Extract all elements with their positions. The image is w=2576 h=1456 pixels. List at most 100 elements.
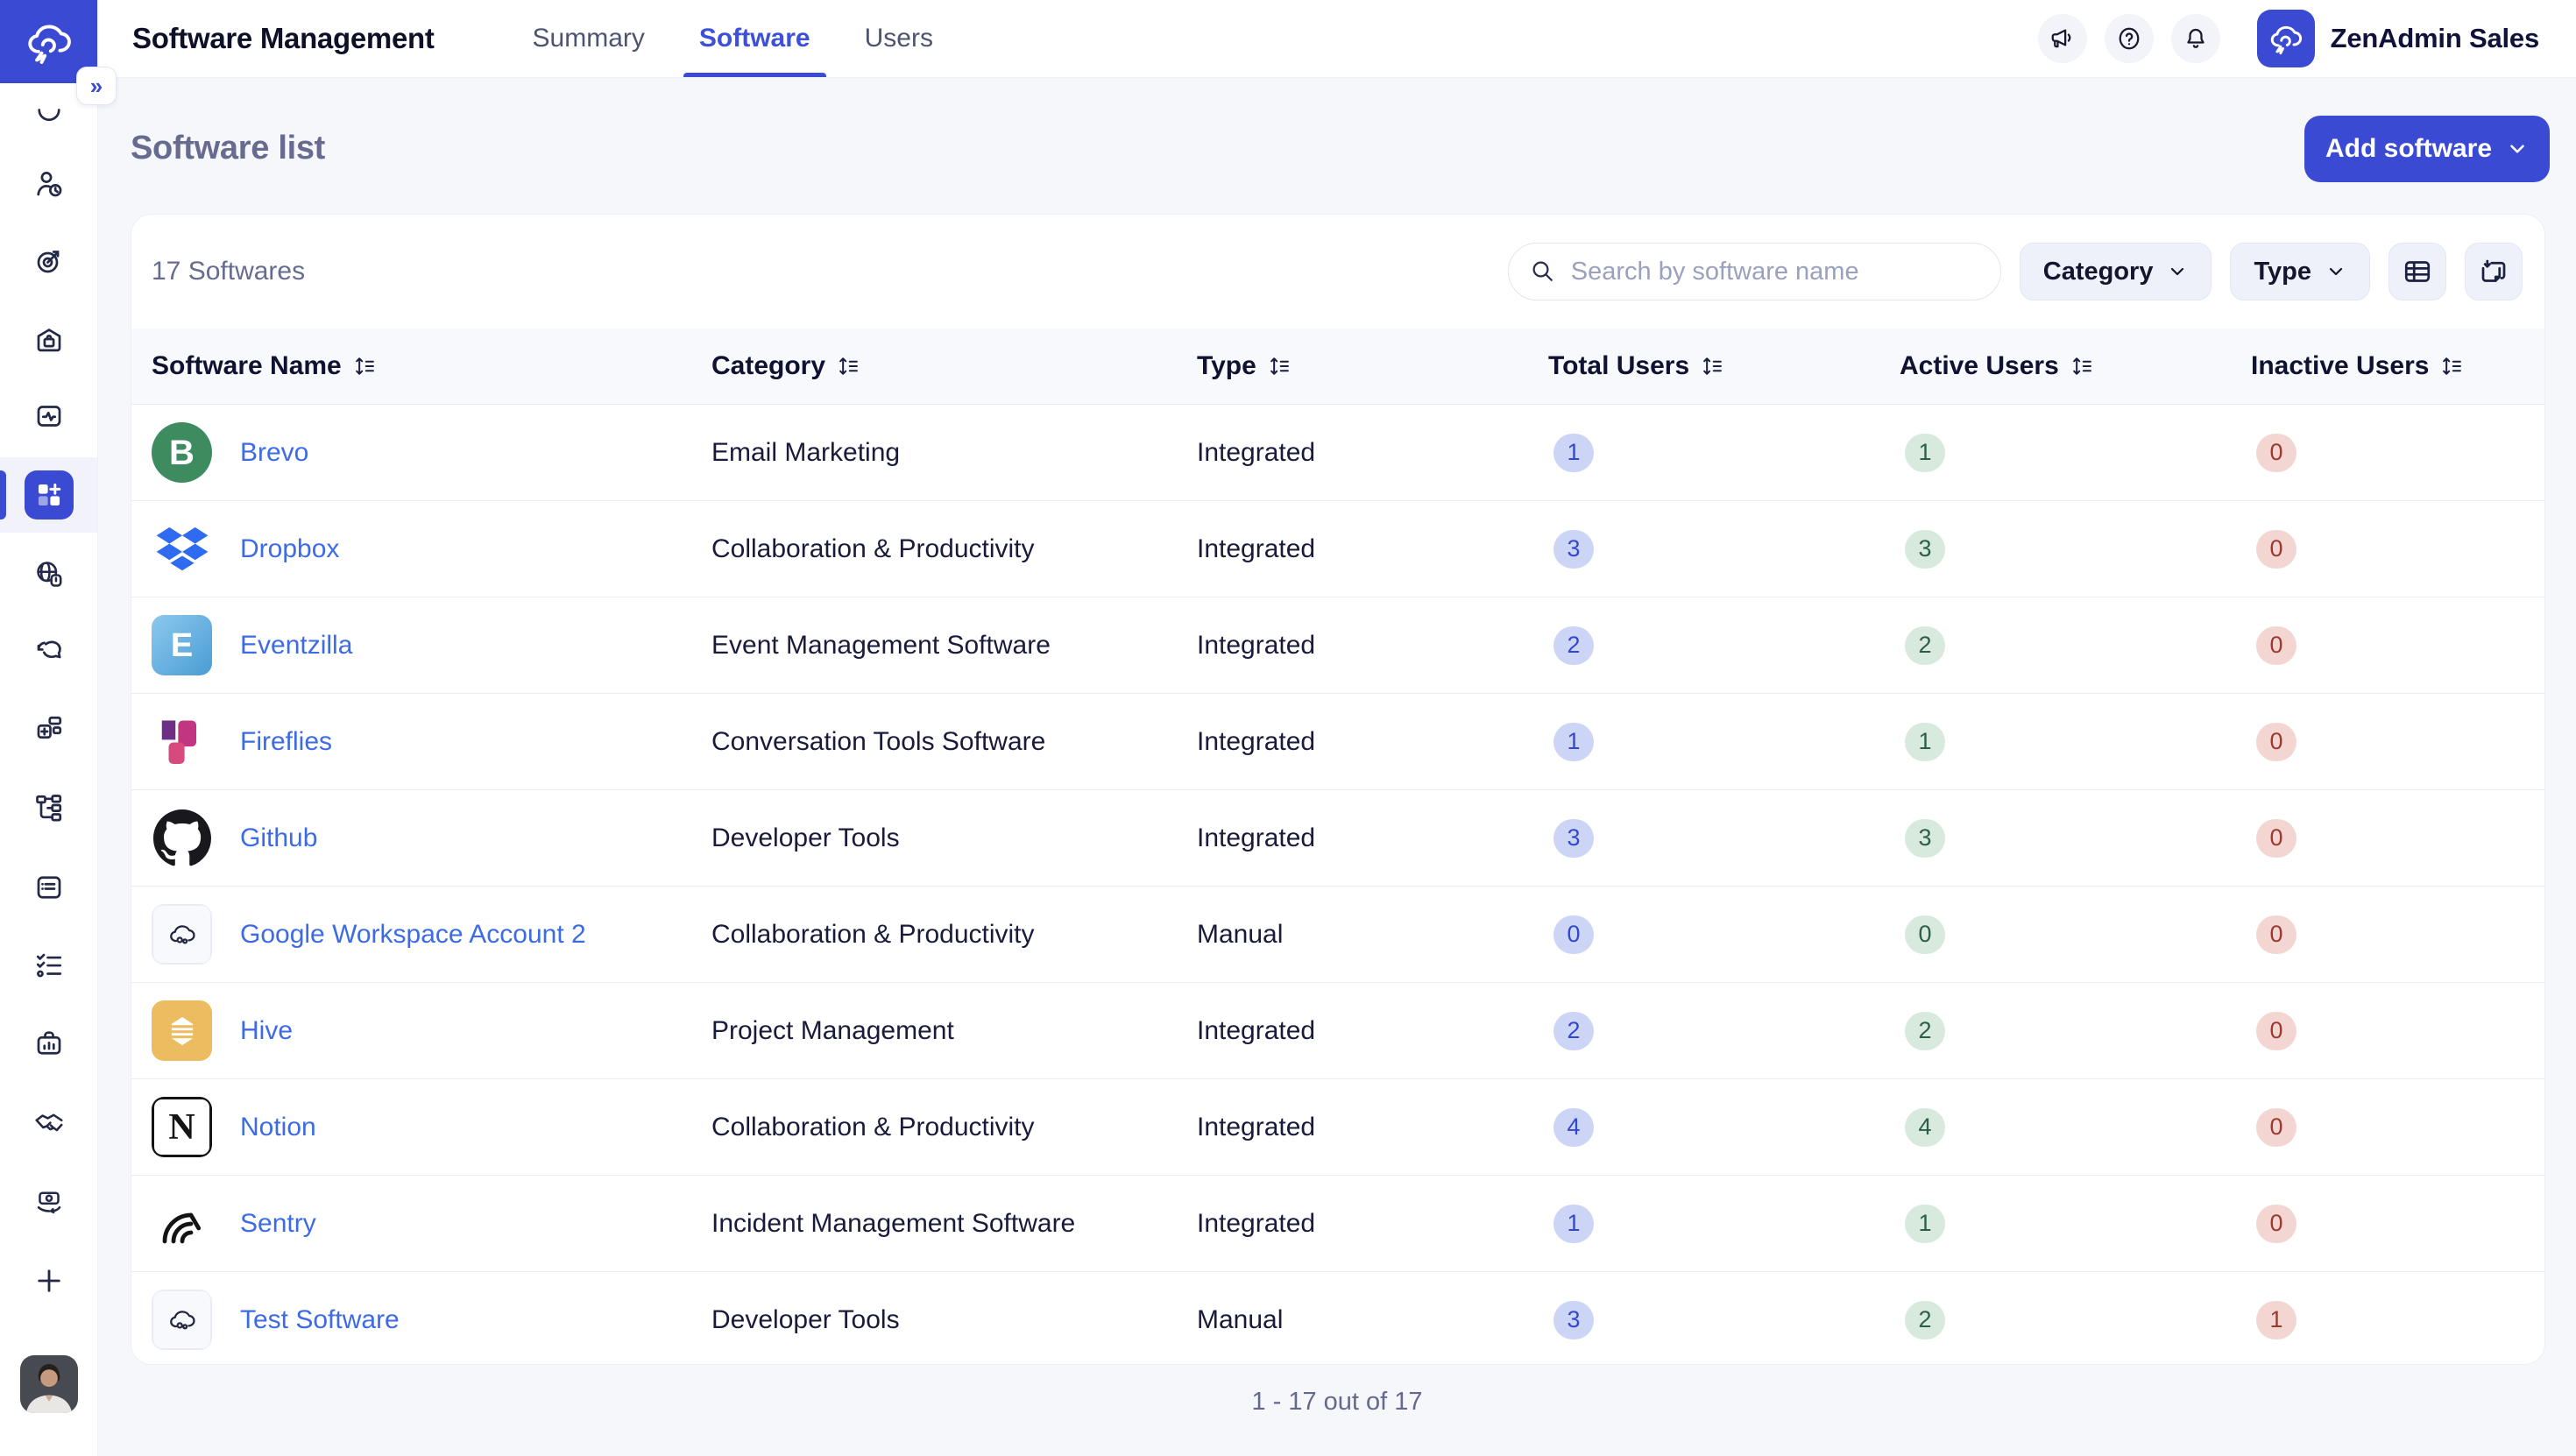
sort-icon (839, 357, 858, 375)
sidebar-expand-button[interactable]: » (76, 67, 117, 105)
sidebar-item-software-active[interactable] (0, 457, 97, 533)
software-name-cell: B Brevo (152, 422, 711, 483)
search-input[interactable] (1568, 256, 1979, 287)
type-filter-button[interactable]: Type (2230, 243, 2370, 300)
software-name-cell: Dropbox (152, 519, 711, 579)
sidebar-item-clock[interactable] (0, 81, 97, 137)
software-name-link[interactable]: Google Workspace Account 2 (240, 919, 586, 949)
sidebar-item-add[interactable] (0, 1253, 97, 1309)
software-name-link[interactable]: Brevo (240, 437, 309, 467)
sidebar-item-user-activity[interactable] (0, 156, 97, 212)
tab-users[interactable]: Users (865, 0, 933, 77)
column-label: Software Name (152, 351, 342, 380)
sort-icon (2443, 357, 2462, 375)
column-header-total-users[interactable]: Total Users (1548, 351, 1900, 381)
total-users-badge: 0 (1553, 915, 1594, 954)
table-row: Dropbox Collaboration & Productivity Int… (131, 501, 2544, 597)
checklist-icon (36, 953, 61, 978)
software-category: Developer Tools (711, 823, 900, 852)
inactive-users-badge: 0 (2256, 1011, 2296, 1050)
software-name-link[interactable]: Github (240, 823, 318, 852)
tab-bar: Summary Software Users (533, 0, 933, 77)
software-logo (152, 1290, 212, 1350)
software-category: Email Marketing (711, 437, 901, 467)
sidebar-item-company[interactable] (0, 311, 97, 367)
inactive-users-cell: 1 (2251, 1300, 2544, 1339)
table-view-button[interactable] (2388, 243, 2446, 300)
column-header-software-name[interactable]: Software Name (152, 351, 711, 381)
table-row: Fireflies Conversation Tools Software In… (131, 694, 2544, 790)
sidebar-item-conversations[interactable] (0, 624, 97, 680)
generic-software-icon (169, 924, 195, 944)
account-menu[interactable]: ZenAdmin Sales (2256, 10, 2539, 67)
software-name-link[interactable]: Dropbox (240, 534, 340, 563)
software-category: Conversation Tools Software (711, 726, 1046, 756)
active-users-cell: 1 (1900, 1204, 2251, 1243)
user-avatar[interactable] (20, 1355, 78, 1413)
sidebar-item-web-services[interactable] (0, 546, 97, 602)
software-type: Integrated (1197, 1112, 1316, 1141)
sidebar-item-org-chart[interactable] (0, 780, 97, 836)
help-button[interactable] (2104, 14, 2154, 63)
sentry-glyph (162, 1212, 201, 1243)
sidebar-item-briefcase[interactable] (0, 1015, 97, 1071)
active-users-cell: 3 (1900, 529, 2251, 569)
sidebar-item-goals[interactable] (0, 233, 97, 289)
import-export-button[interactable] (2465, 243, 2523, 300)
integrations-blocks-icon (37, 716, 61, 739)
total-users-cell: 1 (1548, 1204, 1900, 1243)
add-software-label: Add software (2325, 134, 2493, 163)
column-header-type[interactable]: Type (1197, 351, 1548, 381)
notifications-button[interactable] (2170, 14, 2220, 63)
software-type: Integrated (1197, 823, 1316, 852)
user-activity-icon (36, 172, 61, 197)
inactive-users-cell: 0 (2251, 818, 2544, 858)
software-name-cell: N Notion (152, 1097, 711, 1157)
toolbar-controls: Category Type (1507, 243, 2523, 300)
tab-software[interactable]: Software (683, 0, 826, 77)
column-header-category[interactable]: Category (711, 351, 1197, 381)
announcements-button[interactable] (2037, 14, 2087, 63)
column-label: Active Users (1900, 351, 2059, 380)
software-name-link[interactable]: Test Software (240, 1304, 400, 1334)
inactive-users-badge: 0 (2256, 915, 2296, 954)
tab-summary[interactable]: Summary (533, 0, 645, 77)
software-name-link[interactable]: Eventzilla (240, 630, 353, 660)
cloud-logo-icon (27, 25, 71, 64)
column-header-inactive-users[interactable]: Inactive Users (2251, 351, 2544, 381)
software-logo (152, 904, 212, 965)
table-row: B Brevo Email Marketing Integrated 1 1 0 (131, 405, 2544, 501)
top-right-cluster: ZenAdmin Sales (2037, 10, 2539, 67)
sidebar-item-checklist[interactable] (0, 937, 97, 993)
search-box[interactable] (1507, 243, 2001, 300)
sidebar-item-partnerships[interactable] (0, 1094, 97, 1150)
total-users-badge: 2 (1553, 1011, 1594, 1050)
total-users-badge: 4 (1553, 1107, 1594, 1147)
total-users-badge: 2 (1553, 626, 1594, 665)
sidebar-item-integrations[interactable] (0, 701, 97, 757)
software-name-link[interactable]: Fireflies (240, 726, 333, 756)
sidebar-item-notes[interactable] (0, 859, 97, 915)
active-users-badge: 3 (1905, 529, 1945, 569)
sidebar-item-payments[interactable] (0, 1172, 97, 1228)
table-body: B Brevo Email Marketing Integrated 1 1 0… (131, 405, 2544, 1364)
chevron-down-icon (2510, 145, 2524, 153)
help-icon (2119, 27, 2139, 50)
sidebar-item-assets[interactable] (0, 388, 97, 444)
active-indicator-bar (0, 470, 6, 519)
zenadmin-logo[interactable] (0, 0, 97, 83)
inactive-users-cell: 0 (2251, 529, 2544, 569)
export-import-icon (2481, 259, 2506, 282)
total-users-badge: 3 (1553, 529, 1594, 569)
org-chart-icon (35, 795, 61, 822)
column-header-active-users[interactable]: Active Users (1900, 351, 2251, 381)
software-logo (152, 808, 212, 868)
category-filter-button[interactable]: Category (2019, 243, 2212, 300)
active-users-cell: 1 (1900, 433, 2251, 472)
software-name-link[interactable]: Hive (240, 1015, 294, 1045)
software-name-link[interactable]: Notion (240, 1112, 316, 1141)
dropbox-glyph (156, 527, 208, 570)
add-software-button[interactable]: Add software (2304, 116, 2550, 182)
software-name-link[interactable]: Sentry (240, 1208, 316, 1238)
inactive-users-badge: 0 (2256, 1107, 2296, 1147)
